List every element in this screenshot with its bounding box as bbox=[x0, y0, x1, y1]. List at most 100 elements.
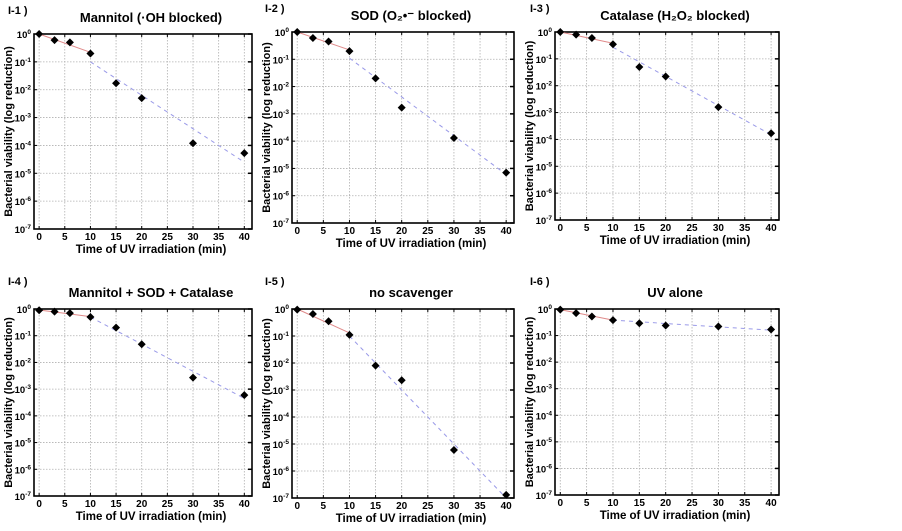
panel-label: I-1 ) bbox=[8, 5, 28, 17]
fit-line-early bbox=[297, 31, 350, 51]
data-point bbox=[308, 310, 317, 319]
x-tick-label: 0 bbox=[36, 232, 42, 243]
fit-line-late bbox=[349, 335, 507, 499]
y-axis-label: Bacterial viability (log reduction) bbox=[524, 316, 536, 487]
y-tick-label: 100 bbox=[538, 304, 553, 316]
y-axis-label: Bacterial viability (log reduction) bbox=[261, 42, 273, 213]
chart-title: Mannitol + SOD + Catalase bbox=[69, 285, 234, 300]
x-tick-label: 40 bbox=[766, 223, 778, 234]
y-tick-label: 100 bbox=[275, 304, 290, 316]
data-point bbox=[556, 28, 565, 36]
fit-line-early bbox=[560, 31, 614, 44]
x-tick-label: 10 bbox=[85, 232, 97, 243]
y-tick-label: 10-3 bbox=[15, 384, 32, 396]
y-tick-label: 100 bbox=[17, 29, 32, 41]
x-axis-label: Time of UV irradiation (min) bbox=[76, 511, 227, 523]
y-tick-label: 10-5 bbox=[536, 437, 553, 449]
data-point bbox=[449, 134, 458, 143]
y-tick-label: 10-3 bbox=[15, 113, 32, 125]
data-point bbox=[189, 373, 198, 382]
data-point bbox=[112, 323, 121, 332]
data-point bbox=[50, 307, 59, 316]
data-point bbox=[635, 319, 644, 328]
data-point bbox=[572, 309, 581, 318]
x-tick-label: 30 bbox=[187, 499, 199, 510]
axes-frame bbox=[291, 308, 515, 499]
fit-line-late bbox=[90, 316, 245, 399]
data-point bbox=[661, 72, 670, 81]
x-tick-label: 0 bbox=[294, 501, 300, 512]
x-tick-label: 10 bbox=[344, 501, 356, 512]
y-tick-label: 10-5 bbox=[15, 168, 32, 180]
x-tick-label: 20 bbox=[660, 498, 672, 509]
x-tick-label: 15 bbox=[634, 223, 646, 234]
x-tick-label: 40 bbox=[501, 226, 513, 237]
data-point bbox=[502, 168, 511, 177]
x-tick-label: 25 bbox=[422, 226, 434, 237]
y-tick-label: 10-3 bbox=[536, 384, 553, 396]
x-tick-label: 10 bbox=[607, 498, 619, 509]
x-tick-label: 15 bbox=[111, 499, 123, 510]
x-tick-label: 25 bbox=[686, 498, 698, 509]
y-tick-label: 100 bbox=[17, 304, 32, 316]
axes-frame bbox=[554, 31, 780, 221]
data-point bbox=[293, 28, 302, 36]
x-tick-label: 5 bbox=[584, 223, 590, 234]
data-point bbox=[449, 445, 458, 454]
data-point bbox=[556, 305, 565, 314]
x-tick-label: 30 bbox=[713, 498, 725, 509]
y-tick-label: 10-3 bbox=[273, 385, 290, 397]
y-tick-label: 10-1 bbox=[536, 54, 553, 66]
y-tick-label: 10-2 bbox=[273, 82, 290, 94]
data-point bbox=[345, 47, 354, 56]
data-point bbox=[35, 306, 44, 315]
data-point bbox=[50, 36, 59, 45]
y-tick-label: 10-7 bbox=[15, 491, 32, 503]
x-tick-label: 30 bbox=[187, 232, 199, 243]
data-point bbox=[635, 62, 644, 71]
data-point bbox=[137, 94, 146, 103]
data-point bbox=[397, 376, 406, 385]
fit-line-early bbox=[38, 33, 91, 53]
panel-1: I-1 ) Mannitol (·OH blocked) 0 5 10 15 20 25 30 3… bbox=[3, 5, 253, 256]
y-tick-label: 10-5 bbox=[273, 163, 290, 175]
data-point bbox=[714, 103, 723, 112]
x-tick-label: 15 bbox=[111, 232, 123, 243]
y-tick-label: 10-5 bbox=[273, 439, 290, 451]
data-point bbox=[293, 305, 302, 314]
y-tick-label: 10-6 bbox=[273, 191, 290, 203]
x-tick-label: 35 bbox=[739, 223, 751, 234]
x-tick-label: 20 bbox=[660, 223, 672, 234]
x-tick-label: 20 bbox=[136, 499, 148, 510]
y-tick-label: 10-6 bbox=[15, 464, 32, 476]
y-tick-label: 10-7 bbox=[15, 224, 32, 236]
y-tick-label: 10-2 bbox=[536, 357, 553, 369]
x-tick-label: 20 bbox=[136, 232, 148, 243]
axes-frame bbox=[291, 31, 515, 224]
data-point bbox=[112, 79, 121, 88]
y-tick-label: 10-3 bbox=[273, 109, 290, 121]
x-tick-label: 25 bbox=[422, 501, 434, 512]
y-tick-label: 10-7 bbox=[536, 215, 553, 227]
x-tick-label: 5 bbox=[62, 232, 68, 243]
y-tick-label: 10-2 bbox=[15, 85, 32, 97]
data-point bbox=[240, 149, 249, 158]
data-point bbox=[35, 30, 44, 38]
y-tick-label: 10-4 bbox=[536, 410, 553, 422]
y-tick-label: 10-4 bbox=[273, 412, 290, 424]
y-tick-label: 10-7 bbox=[536, 490, 553, 502]
data-point bbox=[324, 317, 333, 326]
chart-title: no scavenger bbox=[369, 285, 453, 300]
x-tick-label: 5 bbox=[62, 499, 68, 510]
data-point bbox=[397, 103, 406, 112]
y-tick-label: 100 bbox=[538, 27, 553, 39]
y-tick-label: 10-6 bbox=[15, 196, 32, 208]
x-tick-label: 15 bbox=[370, 226, 382, 237]
panel-label: I-5 ) bbox=[265, 276, 285, 288]
x-tick-label: 35 bbox=[739, 498, 751, 509]
data-point bbox=[240, 391, 249, 400]
x-tick-label: 20 bbox=[396, 501, 408, 512]
data-point bbox=[587, 312, 596, 321]
x-tick-label: 10 bbox=[344, 226, 356, 237]
data-point bbox=[502, 490, 511, 499]
